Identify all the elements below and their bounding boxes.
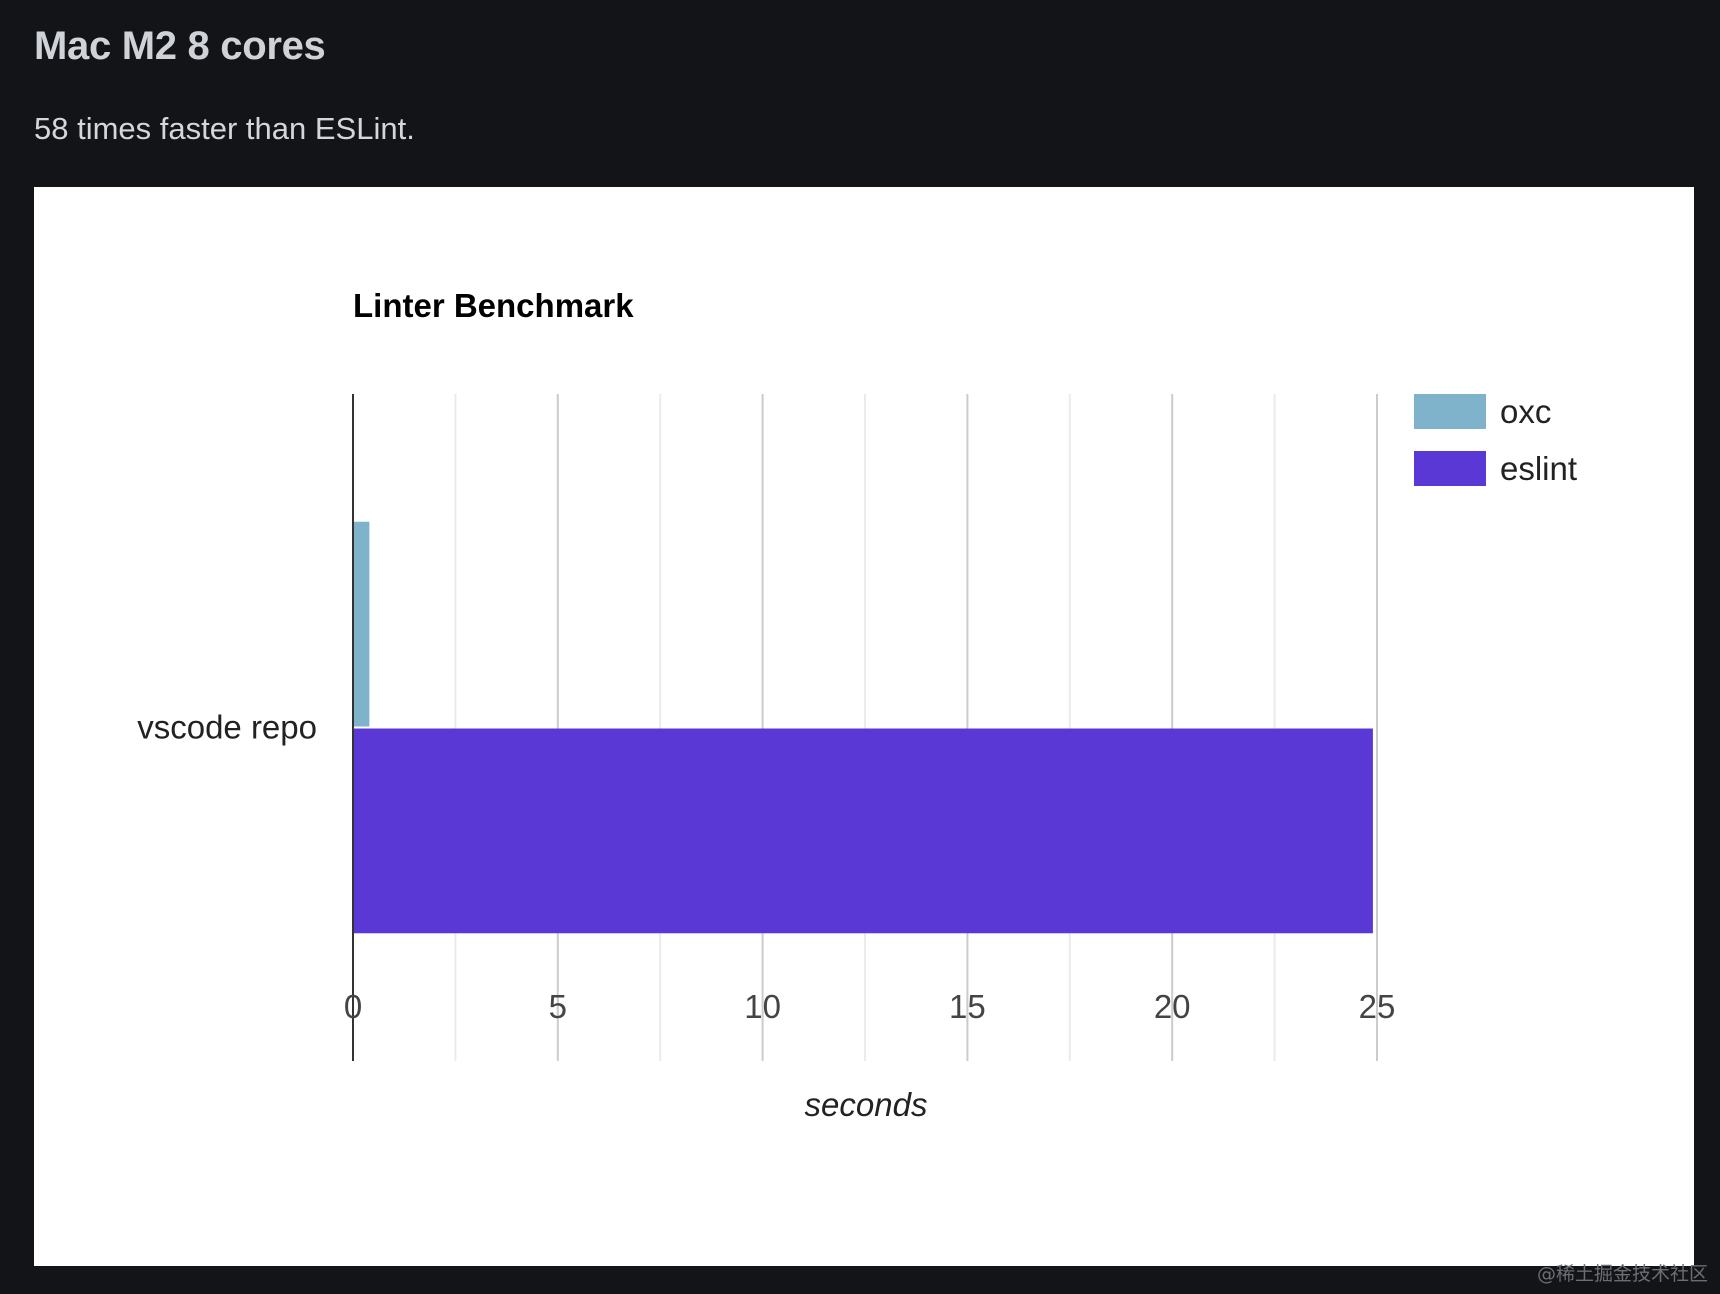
legend-label-oxc: oxc <box>1500 393 1551 430</box>
legend-swatch-eslint <box>1414 451 1486 486</box>
watermark: @稀土掘金技术社区 <box>1536 1263 1708 1285</box>
category-label: vscode repo <box>137 709 317 746</box>
x-tick-label: 25 <box>1359 988 1396 1025</box>
bars <box>353 521 1373 934</box>
section-heading: Mac M2 8 cores <box>34 24 326 68</box>
bar-oxc <box>353 521 370 727</box>
x-tick-label: 5 <box>549 988 567 1025</box>
bar-eslint <box>353 728 1373 934</box>
legend-label-eslint: eslint <box>1500 450 1577 487</box>
x-axis-label: seconds <box>805 1086 928 1123</box>
x-tick-label: 20 <box>1154 988 1191 1025</box>
x-tick-label: 10 <box>744 988 781 1025</box>
x-tick-label: 0 <box>344 988 362 1025</box>
chart-card: Linter Benchmark vscode repo 0 5 10 15 20 25 … <box>34 187 1694 1266</box>
x-axis-tick-labels: 0 5 10 15 20 25 <box>344 988 1396 1025</box>
legend-swatch-oxc <box>1414 394 1486 429</box>
legend: oxc eslint <box>1414 393 1577 487</box>
chart-title: Linter Benchmark <box>353 287 634 324</box>
category-labels: vscode repo <box>137 709 317 746</box>
section-subtitle: 58 times faster than ESLint. <box>34 111 415 146</box>
x-tick-label: 15 <box>949 988 986 1025</box>
benchmark-chart: Linter Benchmark vscode repo 0 5 10 15 20 25 … <box>137 287 1577 1123</box>
grid-lines <box>454 394 1378 1061</box>
